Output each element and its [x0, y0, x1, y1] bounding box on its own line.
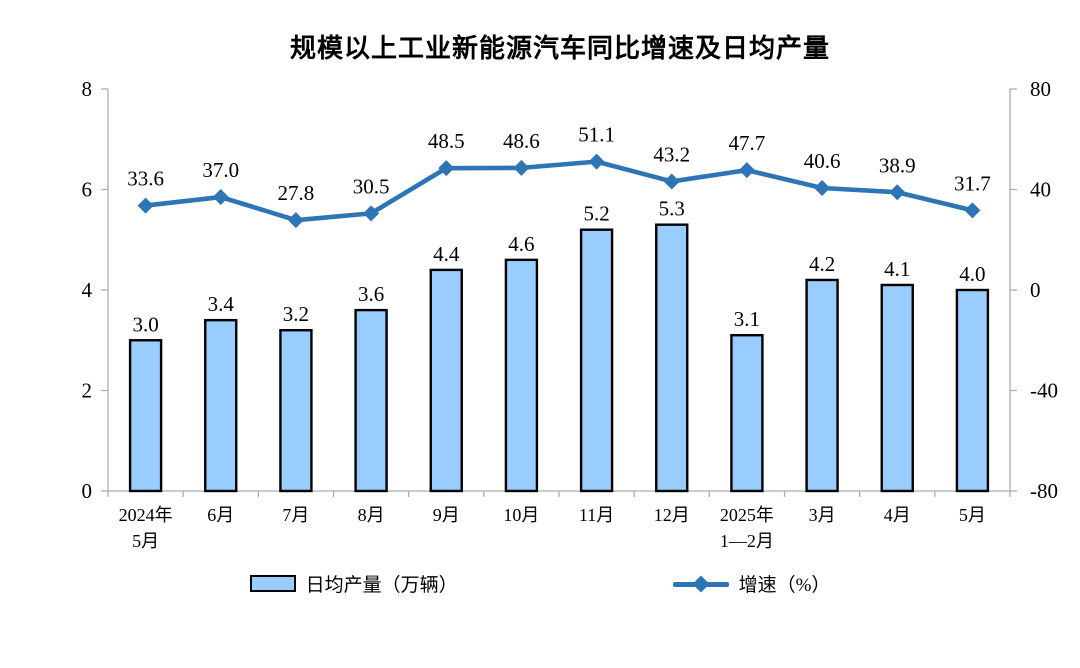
chart-title: 规模以上工业新能源汽车同比增速及日均产量	[289, 33, 830, 63]
bar-value-label: 3.4	[208, 292, 235, 316]
line-marker-2024年5月	[137, 197, 154, 214]
y-axis-left-tick-label: 6	[82, 178, 93, 202]
x-tick-label: 11月	[579, 505, 614, 525]
x-tick-label: 9月	[433, 505, 460, 525]
bar-9月	[429, 268, 463, 493]
y-axis-left-tick-label: 0	[82, 479, 93, 503]
line-value-label: 31.7	[954, 171, 991, 195]
line-marker-11月	[588, 153, 605, 170]
line-marker-12月	[663, 173, 680, 190]
growth-rate-line	[143, 159, 975, 223]
x-tick-label: 6月	[207, 505, 234, 525]
bar-value-label: 3.6	[358, 282, 384, 306]
line-value-label: 51.1	[578, 123, 615, 147]
x-tick-label: 2025年	[720, 505, 774, 525]
y-axis-left-tick-label: 2	[82, 379, 93, 403]
y-axis-right-tick-label: 80	[1030, 77, 1051, 101]
line-value-label: 33.6	[127, 167, 164, 191]
bar-value-label: 3.0	[132, 312, 158, 336]
bar-10月	[504, 258, 539, 493]
bar-3月	[805, 278, 839, 493]
y-axis-right-tick-label: 40	[1030, 178, 1051, 202]
bar-value-label: 4.1	[884, 257, 910, 281]
x-tick-label: 12月	[654, 505, 690, 525]
x-tick-label: 2024年	[119, 505, 173, 525]
bar-series-swatch-icon	[249, 575, 296, 592]
line-marker-3月	[814, 179, 831, 196]
y-axis-left-tick-label: 4	[82, 278, 93, 302]
x-tick-label: 5月	[959, 505, 986, 525]
legend-bar-label: 日均产量（万辆）	[305, 575, 458, 596]
line-marker-2025年1—2月	[738, 162, 755, 179]
y-axis-left-tick-label: 8	[82, 77, 93, 101]
line-value-label: 40.6	[804, 149, 841, 173]
legend-line-label: 增速（%）	[738, 575, 831, 596]
bar-2024年5月	[128, 339, 163, 493]
bar-value-label: 5.2	[583, 202, 609, 226]
bar-value-label: 5.3	[659, 197, 685, 221]
x-tick-label: 10月	[503, 505, 539, 525]
bar-value-label: 4.6	[508, 232, 534, 256]
bar-4月	[880, 283, 914, 493]
bar-value-label: 4.4	[433, 242, 460, 266]
bar-value-label: 4.0	[959, 262, 985, 286]
bar-6月	[204, 318, 238, 493]
legend: 日均产量（万辆） 增速（%）	[0, 570, 1080, 597]
bar-value-label: 3.1	[734, 307, 760, 331]
y-axis-right-tick-label: 0	[1030, 278, 1041, 302]
line-marker-5月	[964, 202, 981, 219]
line-value-label: 30.5	[353, 174, 390, 198]
x-tick-label: 1—2月	[720, 531, 774, 551]
line-series-swatch-icon	[672, 575, 729, 593]
y-axis-right-tick-label: -80	[1030, 479, 1058, 503]
bar-11月	[579, 228, 614, 493]
bar-12月	[655, 223, 689, 493]
line-marker-6月	[212, 189, 229, 206]
x-tick-label: 8月	[358, 505, 385, 525]
line-marker-4月	[889, 184, 906, 201]
x-tick-label: 4月	[884, 505, 911, 525]
bar-8月	[354, 308, 388, 493]
legend-item-bar-series: 日均产量（万辆）	[249, 570, 458, 597]
legend-item-line-series: 增速（%）	[672, 570, 831, 597]
x-tick-label: 3月	[809, 505, 836, 525]
bar-value-label: 4.2	[809, 252, 835, 276]
line-value-label: 48.5	[428, 129, 465, 153]
x-tick-label: 7月	[282, 505, 309, 525]
bar-7月	[279, 329, 313, 493]
x-tick-label: 5月	[132, 531, 159, 551]
line-value-label: 47.7	[729, 131, 766, 155]
line-value-label: 27.8	[278, 181, 315, 205]
line-value-label: 38.9	[879, 153, 916, 177]
line-value-label: 48.6	[503, 129, 540, 153]
bar-2025年1—2月	[730, 334, 764, 493]
line-value-label: 43.2	[653, 142, 690, 166]
bar-value-label: 3.2	[283, 302, 309, 326]
line-marker-9月	[438, 160, 455, 177]
line-marker-8月	[363, 205, 380, 222]
line-marker-10月	[513, 159, 530, 176]
bar-5月	[955, 288, 990, 493]
line-value-label: 37.0	[202, 158, 239, 182]
line-marker-7月	[287, 212, 304, 229]
y-axis-right-tick-label: -40	[1030, 379, 1058, 403]
